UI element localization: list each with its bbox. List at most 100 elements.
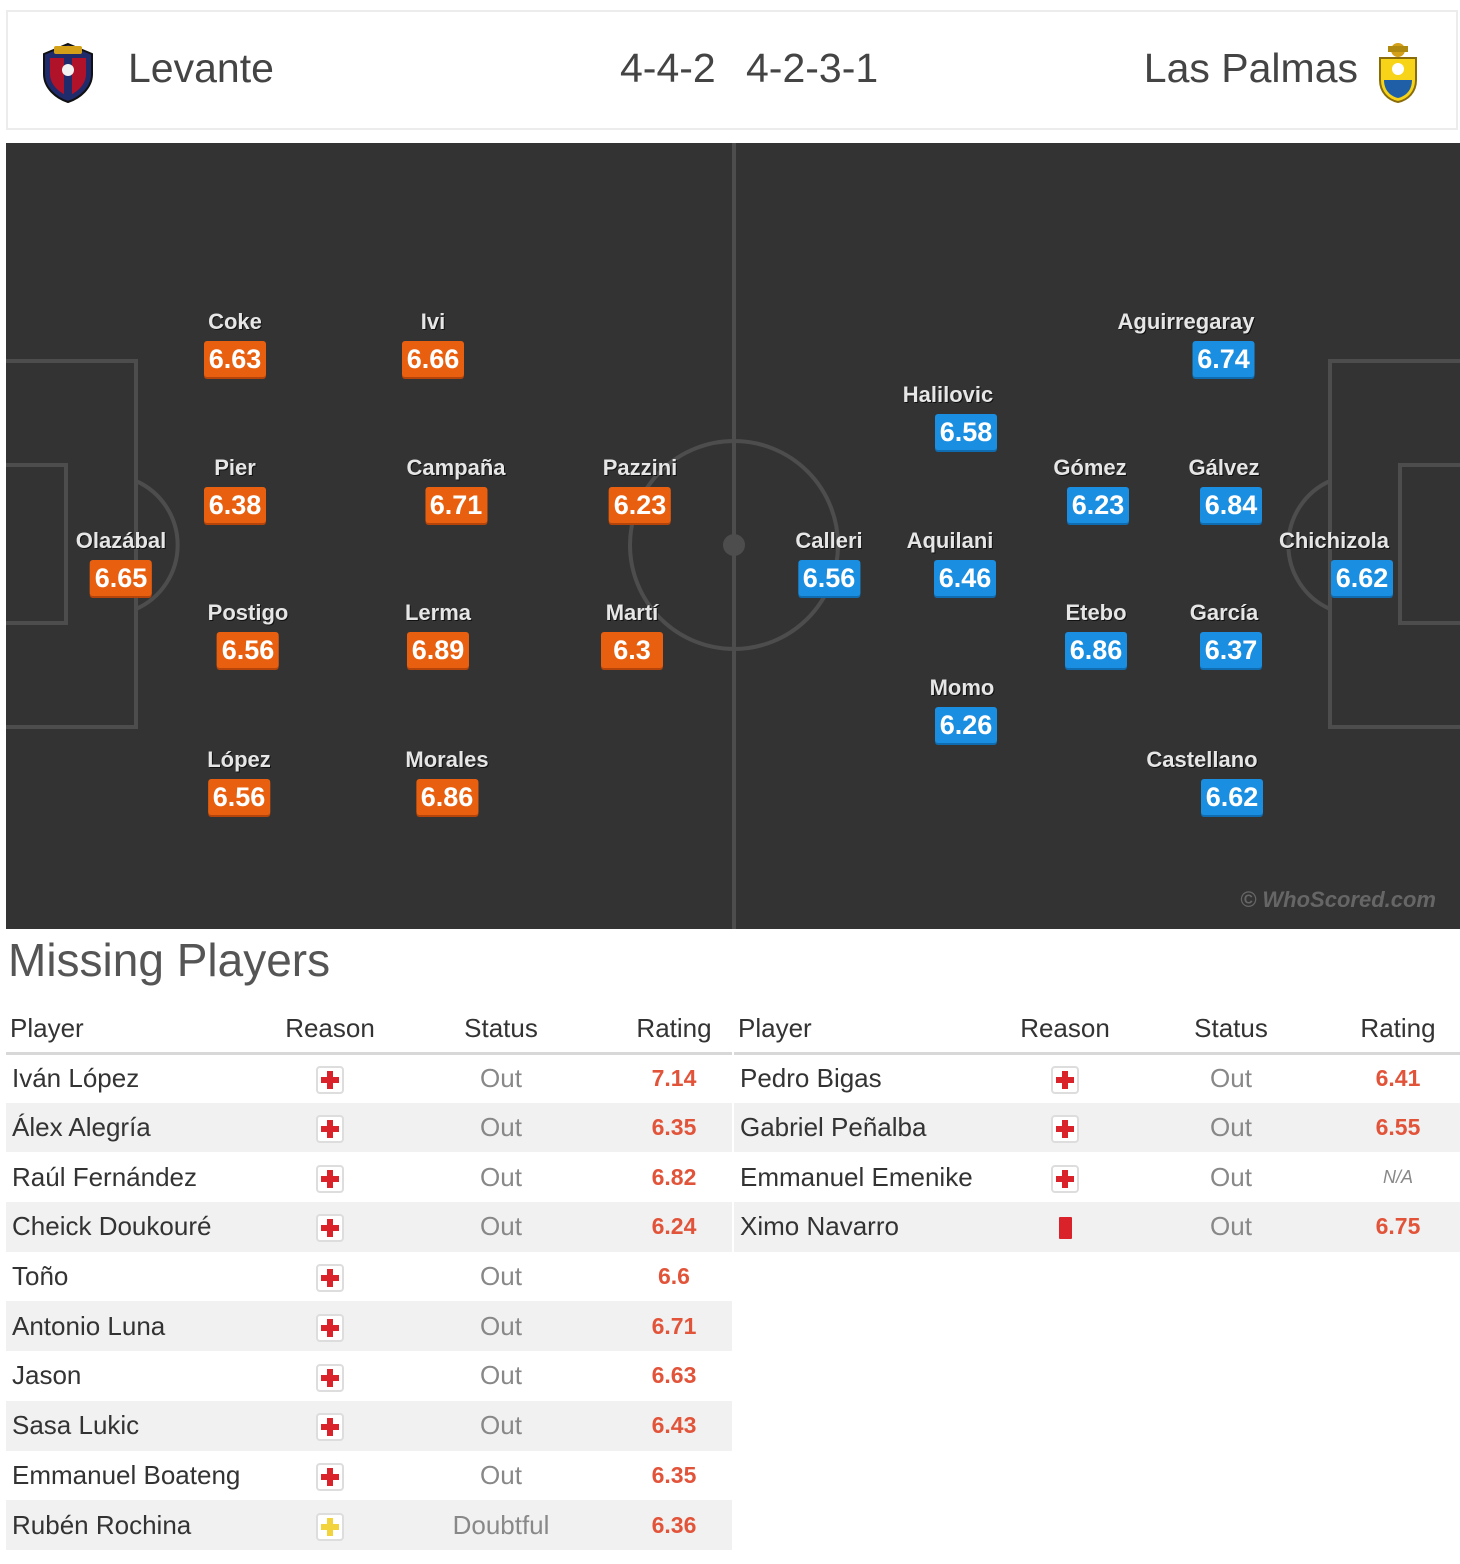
- player-morales[interactable]: Morales 6.86: [405, 747, 489, 815]
- missing-player-name[interactable]: Rubén Rochina: [6, 1500, 274, 1550]
- missing-player-name[interactable]: Álex Alegría: [6, 1102, 274, 1153]
- player-chichizola[interactable]: Chichizola 6.62: [1275, 528, 1393, 596]
- table-row[interactable]: Antonio Luna Out 6.71: [6, 1301, 732, 1352]
- player-coke[interactable]: Coke 6.63: [204, 309, 266, 377]
- table-row[interactable]: Rubén Rochina Doubtful 6.36: [6, 1500, 732, 1550]
- player-rating: 6.58: [935, 414, 997, 450]
- missing-player-name[interactable]: Sasa Lukic: [6, 1400, 274, 1451]
- missing-player-name[interactable]: Ximo Navarro: [734, 1202, 1004, 1252]
- player-name: Calleri: [795, 528, 863, 553]
- missing-player-name[interactable]: Cheick Doukouré: [6, 1202, 274, 1252]
- player-rating: 6.62: [1201, 779, 1263, 815]
- player-rating: 6.23: [1067, 487, 1129, 523]
- red-card-icon: [1051, 1211, 1079, 1241]
- player-rating: 6.66: [402, 341, 464, 377]
- table-row[interactable]: Emmanuel Emenike Out N/A: [734, 1152, 1460, 1202]
- player-halilovic[interactable]: Halilovic 6.58: [899, 382, 997, 450]
- rating-cell: 6.41: [1375, 1065, 1421, 1092]
- away-team-name[interactable]: Las Palmas: [1143, 45, 1358, 91]
- player-galvez[interactable]: Gálvez 6.84: [1186, 455, 1262, 523]
- column-status[interactable]: Status: [386, 1005, 616, 1055]
- missing-player-name[interactable]: Raúl Fernández: [12, 1161, 197, 1192]
- player-name: Olazábal: [75, 528, 167, 553]
- player-castellano[interactable]: Castellano 6.62: [1141, 747, 1263, 815]
- table-row[interactable]: Álex Alegría Out 6.35: [6, 1102, 732, 1153]
- player-pier[interactable]: Pier 6.38: [204, 455, 266, 523]
- table-row[interactable]: Gabriel Peñalba Out 6.55: [734, 1102, 1460, 1153]
- player-rating: 6.71: [424, 487, 487, 523]
- player-postigo[interactable]: Postigo 6.56: [208, 600, 288, 668]
- player-name: Aguirregaray: [1117, 309, 1255, 334]
- table-row[interactable]: Cheick Doukouré Out 6.24: [6, 1202, 732, 1252]
- reason-cell: [274, 1400, 386, 1451]
- missing-player-name[interactable]: Emmanuel Boateng: [12, 1459, 241, 1490]
- missing-player-name[interactable]: Iván López: [12, 1063, 140, 1094]
- player-name: García: [1189, 600, 1259, 625]
- reason-cell: [274, 1451, 386, 1501]
- reason-cell: [1004, 1102, 1126, 1153]
- reason-cell: [274, 1500, 386, 1550]
- rating-cell: N/A: [1382, 1166, 1413, 1187]
- player-name: Halilovic: [902, 382, 994, 407]
- table-row[interactable]: Sasa Lukic Out 6.43: [6, 1400, 732, 1451]
- status-cell: Out: [386, 1102, 616, 1153]
- player-name: Aquilani: [906, 528, 994, 553]
- player-name: Chichizola: [1278, 528, 1389, 553]
- player-garcia[interactable]: García 6.37: [1186, 600, 1262, 668]
- table-row[interactable]: Toño Out 6.6: [6, 1252, 732, 1302]
- player-aguirregaray[interactable]: Aguirregaray 6.74: [1118, 309, 1255, 377]
- player-gomez[interactable]: Gómez 6.23: [1051, 455, 1129, 523]
- missing-player-name[interactable]: Pedro Bigas: [740, 1063, 882, 1094]
- formation-pitch: Coke 6.63 Ivi 6.66 Pier 6.38 Campaña 6.7…: [6, 143, 1460, 929]
- status-cell: Out: [386, 1400, 616, 1451]
- missing-player-name[interactable]: Antonio Luna: [6, 1301, 274, 1352]
- column-player[interactable]: Player: [6, 1005, 274, 1055]
- player-momo[interactable]: Momo 6.26: [927, 675, 997, 743]
- player-name: Morales: [405, 747, 489, 772]
- reason-cell: [274, 1252, 386, 1302]
- player-calleri[interactable]: Calleri 6.56: [795, 528, 863, 596]
- table-row[interactable]: Pedro Bigas Out 6.41: [734, 1053, 1460, 1103]
- player-pazzini[interactable]: Pazzini 6.23: [603, 455, 677, 523]
- table-row[interactable]: Raúl Fernández Out 6.82: [6, 1152, 732, 1202]
- table-row[interactable]: Ximo Navarro Out 6.75: [734, 1202, 1460, 1252]
- status-cell: Out: [480, 1360, 522, 1391]
- missing-player-name[interactable]: Jason: [12, 1360, 82, 1391]
- table-row[interactable]: Emmanuel Boateng Out 6.35: [6, 1451, 732, 1501]
- rating-cell: 7.14: [651, 1065, 697, 1092]
- rating-cell: 6.6: [658, 1263, 690, 1290]
- missing-player-name[interactable]: Emmanuel Emenike: [740, 1161, 973, 1192]
- status-cell: Out: [386, 1301, 616, 1352]
- player-etebo[interactable]: Etebo 6.86: [1065, 600, 1127, 668]
- column-rating[interactable]: Rating: [616, 1005, 732, 1055]
- rating-cell: 6.43: [616, 1400, 732, 1451]
- player-campana[interactable]: Campaña 6.71: [406, 455, 506, 523]
- injury-icon: [316, 1261, 344, 1293]
- player-rating: 6.86: [416, 779, 478, 815]
- table-row[interactable]: Jason Out 6.63: [6, 1351, 732, 1401]
- column-reason[interactable]: Reason: [274, 1005, 386, 1055]
- player-aquilani[interactable]: Aquilani 6.46: [904, 528, 996, 596]
- player-ivi[interactable]: Ivi 6.66: [402, 309, 464, 377]
- player-rating: 6.46: [934, 560, 996, 596]
- home-team-name[interactable]: Levante: [128, 45, 274, 91]
- column-reason[interactable]: Reason: [1004, 1005, 1126, 1055]
- player-lopez[interactable]: López 6.56: [207, 747, 271, 815]
- missing-player-name[interactable]: Gabriel Peñalba: [734, 1102, 1004, 1153]
- column-status[interactable]: Status: [1126, 1005, 1336, 1055]
- table-row[interactable]: Iván López Out 7.14: [6, 1053, 732, 1103]
- injury-icon: [316, 1360, 344, 1392]
- player-olazabal[interactable]: Olazábal 6.65: [76, 528, 166, 596]
- rating-cell: 6.75: [1336, 1202, 1460, 1252]
- player-marti[interactable]: Martí 6.3: [601, 600, 663, 668]
- player-rating: 6.38: [204, 487, 266, 523]
- missing-player-name[interactable]: Toño: [12, 1261, 69, 1292]
- pitch-lines: [6, 143, 1460, 929]
- table-header-row: Player Reason Status Rating: [734, 1005, 1460, 1055]
- reason-cell: [274, 1351, 386, 1401]
- player-lerma[interactable]: Lerma 6.89: [405, 600, 471, 668]
- column-rating[interactable]: Rating: [1336, 1005, 1460, 1055]
- column-player[interactable]: Player: [734, 1005, 1004, 1055]
- player-rating: 6.56: [208, 779, 270, 815]
- player-rating: 6.26: [935, 707, 997, 743]
